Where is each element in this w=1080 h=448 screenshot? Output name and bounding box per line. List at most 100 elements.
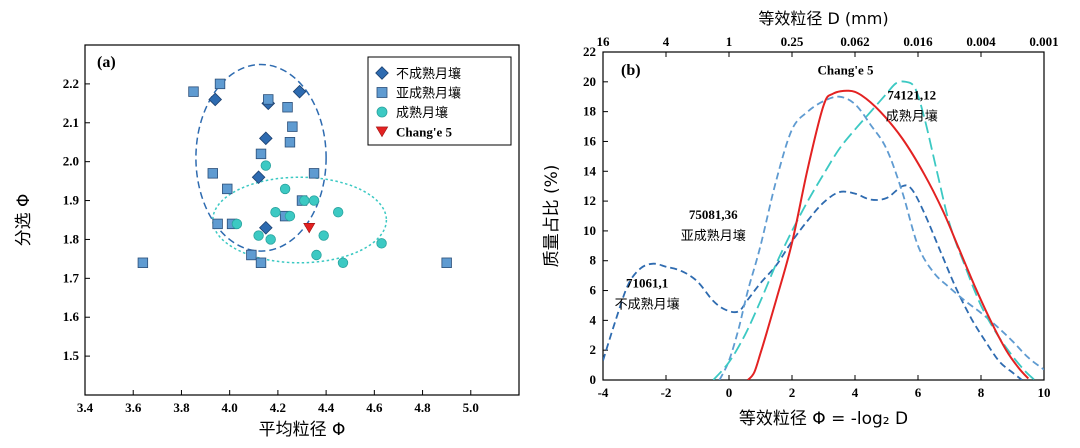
legend-label: 不成熟月壤 (396, 66, 461, 82)
y-tick-label: 10 (583, 223, 596, 238)
top-x-axis-title: 等效粒径 D (mm) (758, 9, 888, 28)
data-point (318, 230, 329, 241)
y-tick-label: 4 (590, 312, 597, 327)
data-point (308, 195, 320, 206)
x-tick-label: 3.6 (125, 400, 142, 415)
series-line-0 (747, 89, 1030, 380)
y-axis-title: 分选 Φ (14, 194, 34, 247)
y-tick-label: 18 (583, 104, 597, 119)
x-tick-label: -2 (661, 385, 672, 400)
data-point (303, 223, 316, 234)
data-point (260, 160, 272, 171)
plot-frame (84, 44, 520, 396)
data-point (222, 183, 233, 195)
y-tick-label: 2.1 (63, 115, 79, 130)
y-tick-label: 12 (583, 193, 596, 208)
data-point (207, 168, 218, 179)
plot-frame (602, 51, 1045, 381)
data-point (279, 183, 291, 195)
legend-marker (375, 66, 389, 80)
curve-annotation: Chang'e 5 (818, 62, 874, 77)
legend-label: 成熟月壤 (396, 105, 448, 121)
series-line-1 (603, 184, 1023, 380)
y-tick-label: 22 (583, 44, 596, 59)
legend-marker (376, 106, 388, 118)
y-tick-label: 1.6 (63, 309, 80, 324)
data-point (259, 131, 273, 146)
data-point (332, 207, 344, 218)
x-tick-label: 2 (789, 385, 796, 400)
y-tick-label: 8 (590, 253, 597, 268)
y-tick-label: 6 (590, 283, 597, 298)
data-point (259, 220, 273, 235)
data-point (137, 257, 149, 268)
y-tick-label: 20 (583, 74, 596, 89)
y-tick-label: 1.5 (63, 348, 80, 363)
data-point (311, 249, 322, 261)
y-tick-label: 16 (583, 133, 597, 148)
data-point (212, 218, 223, 230)
y-tick-label: 14 (583, 163, 597, 178)
y-tick-label: 1.8 (63, 231, 80, 246)
top-x-tick-label: 0.25 (781, 34, 804, 49)
panel-a-scatter: 3.4 3.6 3.8 4.0 4.2 4.4 4.6 4.8 5.0 1.5 1.6 1.7 1.8 1… (14, 44, 520, 440)
data-point (284, 137, 296, 148)
top-x-tick-label: 0.016 (903, 34, 933, 49)
data-point (441, 257, 452, 268)
panel-label: (b) (621, 62, 641, 79)
data-point (299, 195, 310, 206)
series-3-points (303, 223, 316, 234)
y-tick-label: 2.0 (63, 154, 79, 169)
curve-annotation: 成熟月壤 (886, 109, 938, 125)
y-tick-label: 2 (590, 342, 597, 357)
cluster-ellipse-2 (212, 176, 388, 264)
y-tick-label: 2.2 (63, 76, 79, 91)
top-x-tick-label: 1 (726, 34, 733, 49)
data-point (255, 257, 267, 268)
curve-annotation: 71061,1 (626, 276, 668, 291)
legend-marker (376, 87, 388, 98)
legend-label: 亚成熟月壤 (396, 86, 461, 102)
panel-label: (a) (97, 54, 116, 71)
x-tick-label: 6 (915, 385, 922, 400)
x-tick-label: 3.8 (173, 400, 190, 415)
data-point (255, 148, 267, 160)
legend-box (367, 56, 512, 146)
data-point (246, 249, 257, 261)
data-point (282, 102, 293, 113)
series-2-points (231, 160, 387, 268)
x-tick-label: 0 (726, 385, 733, 400)
x-tick-label: -4 (598, 385, 609, 400)
data-point (287, 121, 298, 132)
x-tick-label: 4 (852, 385, 859, 400)
curve-annotation: 75081,36 (689, 207, 738, 222)
data-point (376, 238, 387, 249)
data-point (265, 234, 276, 245)
x-axis-title: 等效粒径 Φ = -log₂ D (739, 409, 908, 429)
x-tick-label: 4.0 (222, 400, 238, 415)
top-x-tick-label: 0.062 (840, 34, 869, 49)
x-tick-label: 3.4 (77, 400, 94, 415)
series-line-3 (712, 80, 1036, 380)
data-point (337, 257, 349, 268)
data-point (188, 86, 199, 97)
x-tick-label: 4.8 (414, 400, 431, 415)
top-x-tick-label: 4 (663, 34, 670, 49)
data-point (292, 84, 307, 99)
curve-annotation: 不成熟月壤 (615, 296, 680, 312)
curve-annotation: 74121,12 (887, 88, 936, 103)
data-point (214, 78, 226, 90)
curve-annotation: 亚成熟月壤 (681, 228, 746, 244)
x-tick-label: 10 (1038, 385, 1051, 400)
x-tick-label: 8 (978, 385, 985, 400)
data-point (253, 230, 264, 241)
data-point (270, 207, 281, 218)
y-tick-label: 0 (590, 372, 597, 387)
x-tick-label: 5.0 (463, 400, 479, 415)
data-point (208, 92, 223, 107)
top-x-tick-label: 0.001 (1029, 34, 1058, 49)
data-point (284, 210, 296, 222)
